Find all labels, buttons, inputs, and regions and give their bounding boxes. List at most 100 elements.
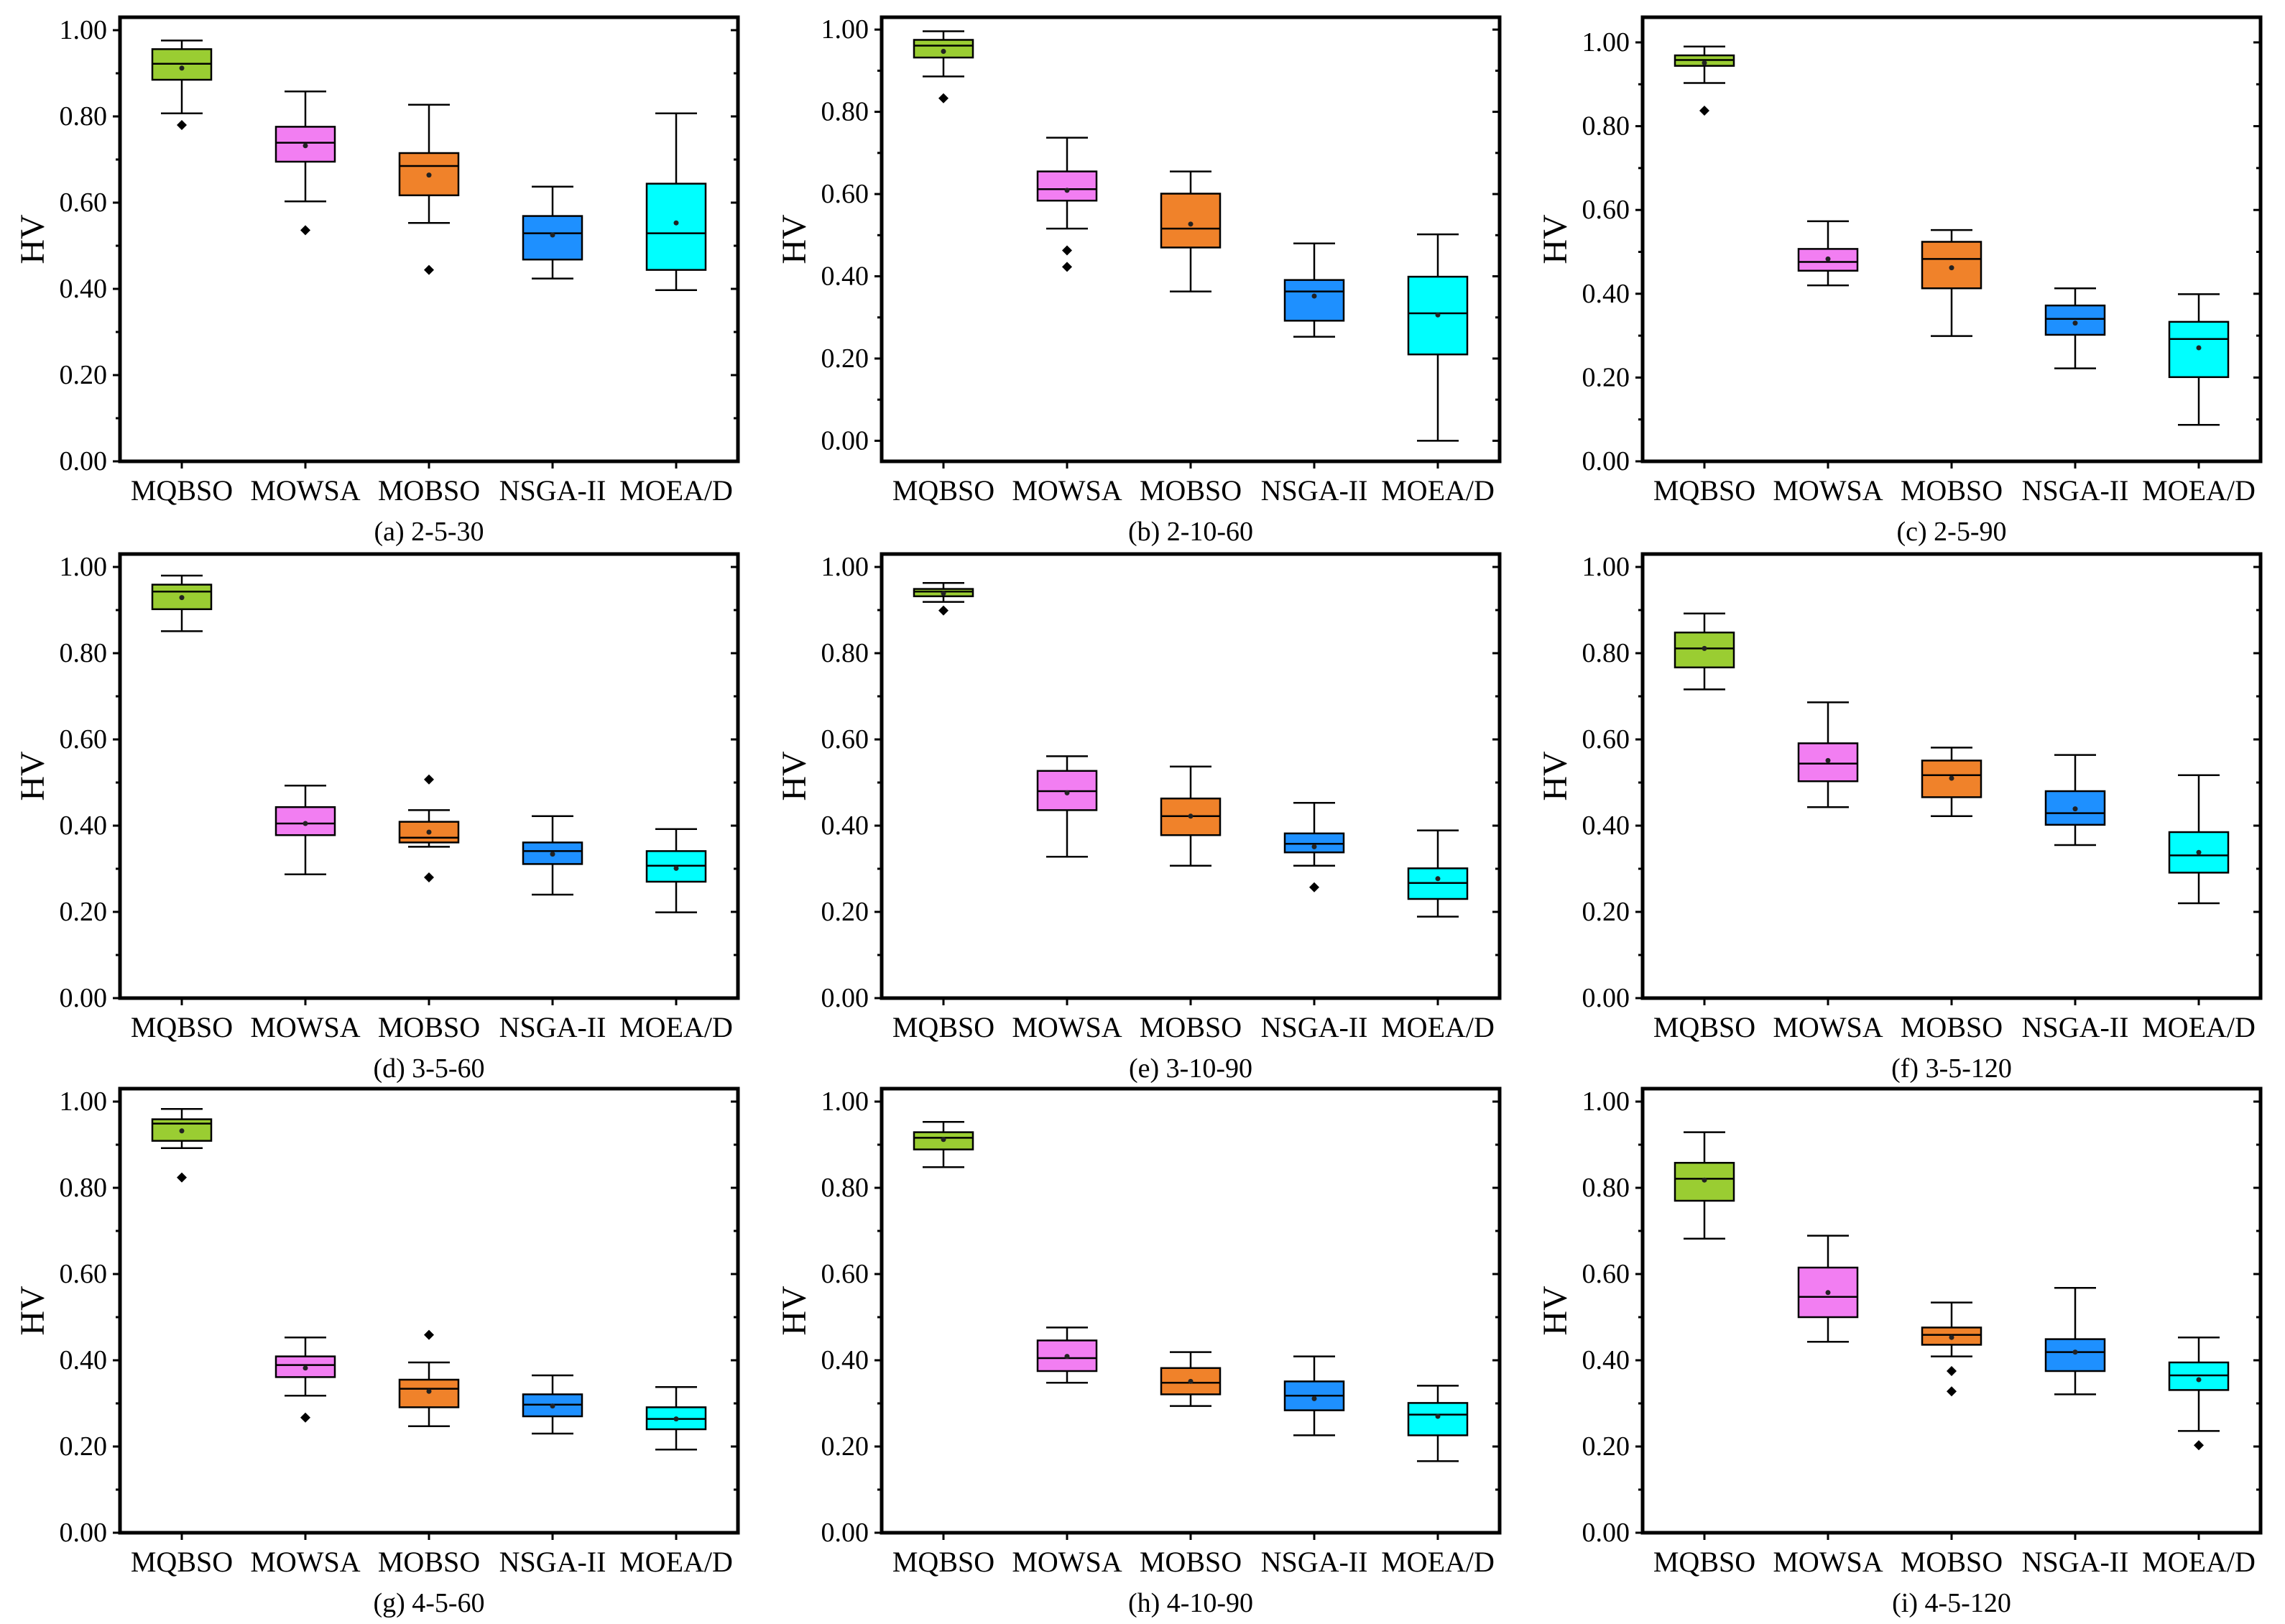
panel-d-moea-d-mean <box>673 865 679 871</box>
panel-e-mqbso-outlier <box>938 605 948 616</box>
panel-h-mqbso-mean <box>941 1137 946 1143</box>
panel-f-frame <box>1640 552 2263 1000</box>
panel-b-mowsa-outlier <box>1062 245 1072 256</box>
panel-h-ytick-label: 0.20 <box>821 1431 869 1462</box>
panel-i-ytick-label: 0.60 <box>1582 1259 1630 1289</box>
panel-i-moea-d-outlier <box>2194 1440 2204 1451</box>
panel-e-nsga-ii-boxplot <box>1283 801 1345 892</box>
panel-e-moea-d-boxplot <box>1407 829 1469 918</box>
panel-a-ytick-label: 0.60 <box>60 188 108 218</box>
panel-b-mobso-boxplot <box>1160 170 1222 292</box>
panel-c-ytick-label: 0.80 <box>1582 111 1630 142</box>
panel-d-mobso-outlier <box>424 872 434 882</box>
panel-b-xtick-label: MOWSA <box>1012 474 1122 507</box>
panel-e-nsga-ii-mean <box>1311 844 1317 849</box>
panel-b-ytick-label: 0.00 <box>821 425 869 456</box>
panel-c-xtick-label: MOWSA <box>1773 474 1883 507</box>
panel-e-mobso-mean <box>1188 813 1194 819</box>
panel-h-ytick-label: 0.80 <box>821 1173 869 1203</box>
panel-a-mowsa-boxplot <box>274 90 336 236</box>
panel-h-mobso-boxplot <box>1160 1351 1222 1407</box>
panel-c-ytick-label: 0.20 <box>1582 362 1630 392</box>
panel-f-caption: (f) 3-5-120 <box>1891 1053 2012 1084</box>
panel-a-moea-d-mean <box>673 220 679 226</box>
panel-a-mobso-outlier <box>424 264 434 275</box>
panel-c-xtick-label: MOBSO <box>1901 474 2003 507</box>
panel-b: 0.00 0.20 0.40 0.60 0.80 1.00 HV MQBSO MOWSA MOBS… <box>775 14 1502 547</box>
panel-b-mowsa-outlier <box>1062 262 1072 272</box>
panel-g-y-axis-title: HV <box>14 1286 52 1336</box>
panel-c-ytick-label: 0.00 <box>1582 446 1630 476</box>
panel-d-ytick-label: 0.60 <box>60 724 108 755</box>
panel-h-mqbso-boxplot <box>913 1120 974 1168</box>
panel-c-mobso-boxplot <box>1921 229 1982 337</box>
panel-i-mqbso-mean <box>1702 1177 1707 1183</box>
panel-b-ytick-label: 0.60 <box>821 179 869 209</box>
panel-e-ytick-label: 0.00 <box>821 983 869 1013</box>
panel-f-y-axis: 0.00 0.20 0.40 0.60 0.80 1.00 <box>1582 552 2261 1013</box>
panel-i-xtick-label: NSGA-II <box>2022 1546 2129 1578</box>
panel-d-ytick-label: 0.80 <box>60 638 108 668</box>
panel-h-frame <box>880 1086 1502 1535</box>
panel-e-xtick-label: MOBSO <box>1140 1011 1242 1043</box>
panel-c-moea-d-mean <box>2196 345 2202 351</box>
panel-c-mowsa-boxplot <box>1797 220 1859 287</box>
panel-h-mowsa-boxplot <box>1036 1327 1098 1384</box>
panel-e-caption: (e) 3-10-90 <box>1129 1053 1252 1084</box>
panel-g-frame <box>118 1086 740 1535</box>
panel-d-xtick-label: MQBSO <box>131 1011 233 1043</box>
panel-d-moea-d-boxplot <box>645 828 707 913</box>
panel-f-mobso-boxplot <box>1921 747 1982 818</box>
panel-i-xtick-label: MQBSO <box>1653 1546 1755 1578</box>
panel-a-ytick-label: 0.00 <box>60 446 108 476</box>
panel-a-mqbso-outlier <box>177 120 187 130</box>
panel-b-moea-d-mean <box>1435 312 1441 318</box>
panel-a-ytick-label: 0.40 <box>60 274 108 304</box>
panel-c-mobso-box <box>1921 241 1982 290</box>
panel-e-mowsa-boxplot <box>1036 755 1098 858</box>
panel-g-ytick-label: 0.60 <box>60 1259 108 1289</box>
panel-h-xtick-label: MOEA/D <box>1381 1546 1495 1578</box>
panel-e-y-axis-title: HV <box>775 751 813 801</box>
panel-e-mowsa-mean <box>1064 790 1070 795</box>
panel-e-ytick-label: 0.80 <box>821 638 869 668</box>
panel-a-nsga-ii-boxplot <box>522 185 583 280</box>
panel-h-moea-d-boxplot <box>1407 1385 1469 1462</box>
panel-f-mowsa-mean <box>1825 757 1831 763</box>
panel-g-nsga-ii-boxplot <box>522 1374 583 1435</box>
panel-b-xtick-label: NSGA-II <box>1261 474 1368 507</box>
panel-h-xtick-label: MOWSA <box>1012 1546 1122 1578</box>
panel-a-frame <box>118 15 740 463</box>
panel-f-xtick-label: MOEA/D <box>2142 1011 2256 1043</box>
panel-g-ytick-label: 1.00 <box>60 1086 108 1117</box>
panel-e-mobso-boxplot <box>1160 765 1222 867</box>
panel-c-xtick-label: MQBSO <box>1653 474 1755 507</box>
panel-i-xtick-label: MOWSA <box>1773 1546 1883 1578</box>
panel-g-y-axis: 0.00 0.20 0.40 0.60 0.80 1.00 <box>60 1086 738 1548</box>
panel-f-xtick-label: MQBSO <box>1653 1011 1755 1043</box>
panel-h-ytick-label: 0.40 <box>821 1345 869 1375</box>
panel-c-moea-d-boxplot <box>2168 293 2230 426</box>
panel-f-ytick-label: 0.20 <box>1582 897 1630 927</box>
panel-b-ytick-label: 1.00 <box>821 14 869 45</box>
panel-g-xtick-label: MQBSO <box>131 1546 233 1578</box>
panel-f-moea-d-box <box>2168 831 2230 874</box>
panel-b-nsga-ii-boxplot <box>1283 242 1345 338</box>
panel-c-frame <box>1640 15 2263 463</box>
panel-g-mqbso-outlier <box>177 1172 187 1183</box>
panel-i-y-axis: 0.00 0.20 0.40 0.60 0.80 1.00 <box>1582 1086 2261 1548</box>
panel-h-nsga-ii-boxplot <box>1283 1355 1345 1436</box>
panel-d-frame <box>118 552 740 1000</box>
panel-e-ytick-label: 0.60 <box>821 724 869 755</box>
panel-f-moea-d-mean <box>2196 849 2202 855</box>
panel-h: 0.00 0.20 0.40 0.60 0.80 1.00 HV MQBSO MOWSA MOBS… <box>775 1086 1502 1618</box>
panel-d-mobso-boxplot <box>398 774 460 882</box>
panel-b-ytick-label: 0.80 <box>821 97 869 127</box>
panel-b-xtick-label: MOBSO <box>1140 474 1242 507</box>
panel-i-mobso-boxplot <box>1921 1301 1982 1397</box>
panel-c-mqbso-outlier <box>1699 106 1709 116</box>
panel-d-xtick-label: MOBSO <box>378 1011 480 1043</box>
panel-b-ytick-label: 0.20 <box>821 343 869 374</box>
panel-h-mobso-mean <box>1188 1378 1194 1384</box>
